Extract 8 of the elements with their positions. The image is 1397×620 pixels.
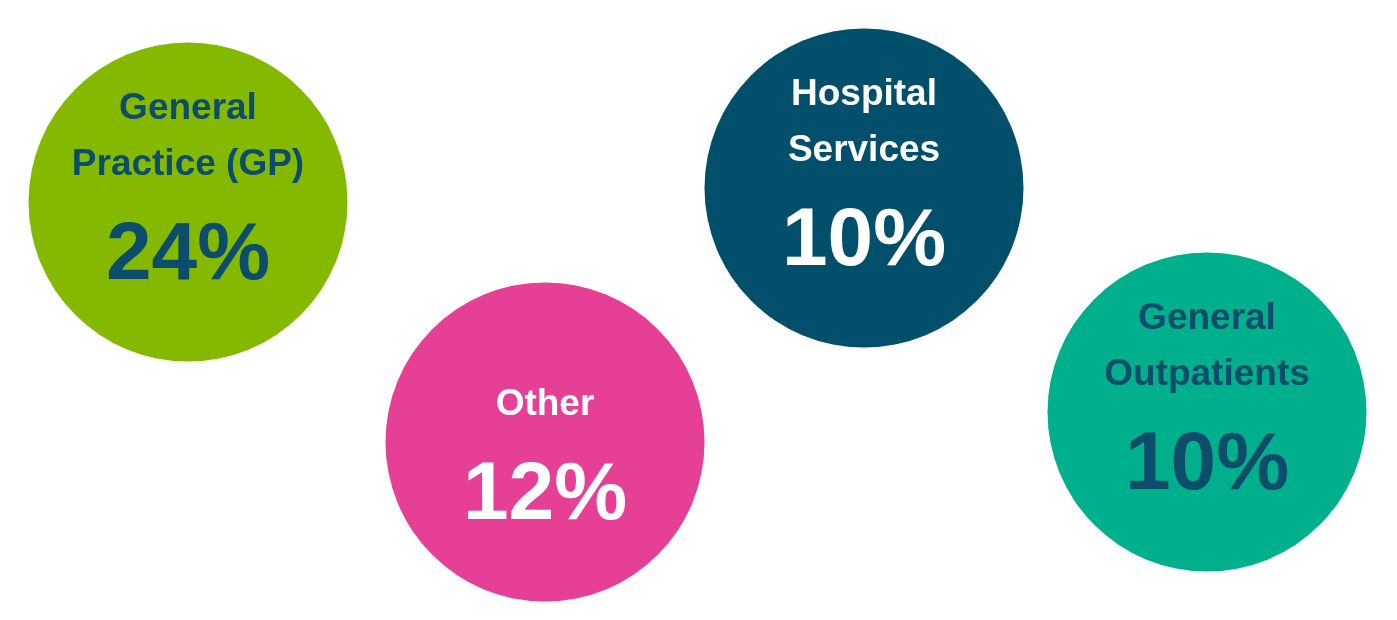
category-label: General Outpatients — [1104, 296, 1310, 393]
category-label: Other — [495, 382, 595, 423]
data-label: 12% — [462, 445, 628, 536]
data-label: 10% — [1124, 415, 1290, 506]
data-label: 24% — [105, 205, 271, 296]
category-label: General Practice (GP) — [71, 86, 305, 183]
category-label: Hospital Services — [787, 72, 941, 169]
data-label: 10% — [781, 191, 947, 282]
